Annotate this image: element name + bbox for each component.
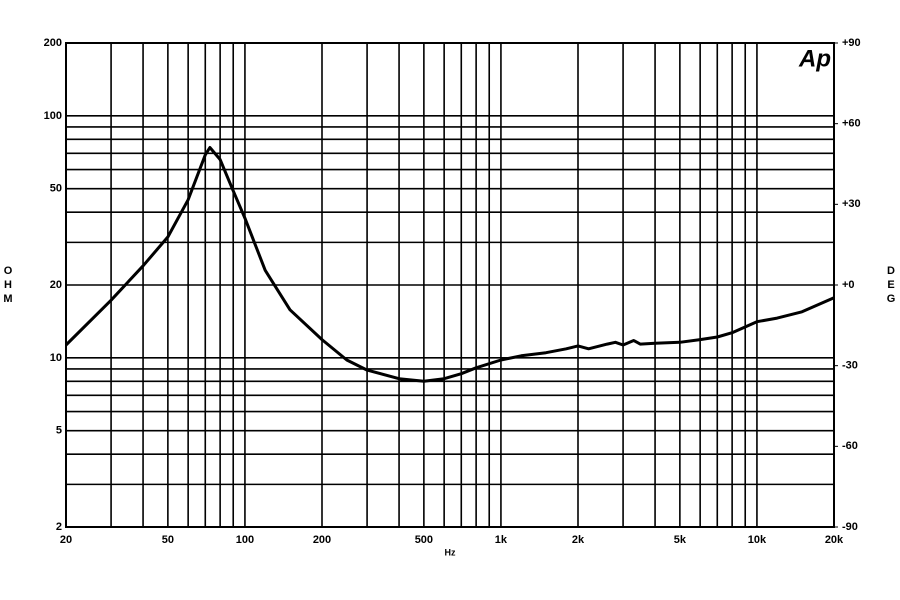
y2-tick-label: -90 (842, 521, 858, 533)
y-tick-label: 20 (50, 279, 62, 291)
x-tick-label: 20k (825, 534, 844, 546)
x-axis-label: Hz (445, 547, 456, 557)
y2-tick-label: +0 (842, 279, 855, 291)
x-tick-label: 50 (162, 534, 174, 546)
plot-frame (65, 42, 835, 528)
x-tick-label: 10k (748, 534, 767, 546)
x-tick-label: 500 (415, 534, 433, 546)
y-tick-label: 100 (44, 110, 62, 122)
data-line (64, 146, 835, 383)
y-tick-label: 2 (56, 521, 62, 533)
x-tick-label: 2k (572, 534, 585, 546)
y-tick-label: 200 (44, 37, 62, 49)
y2-tick-label: +30 (842, 198, 861, 210)
y-tick-label: 5 (56, 425, 62, 437)
x-tick-label: 1k (495, 534, 508, 546)
logo: Ap (798, 45, 831, 72)
x-tick-label: 100 (236, 534, 254, 546)
y2-tick-label: +90 (842, 37, 861, 49)
y-tick-label: 50 (50, 183, 62, 195)
y-tick-label: 10 (50, 352, 62, 364)
x-tick-label: 20 (60, 534, 72, 546)
y2-tick-label: -60 (842, 440, 858, 452)
x-tick-label: 5k (674, 534, 687, 546)
x-tick-label: 200 (313, 534, 331, 546)
y2-axis-label: DEG (886, 265, 896, 305)
y2-tick-label: +60 (842, 118, 861, 130)
y2-tick-label: -30 (842, 360, 858, 372)
y-axis-label: OHM (3, 265, 13, 305)
